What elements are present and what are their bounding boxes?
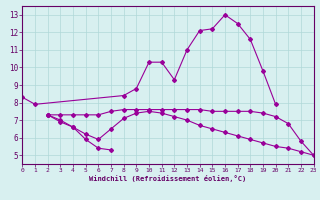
X-axis label: Windchill (Refroidissement éolien,°C): Windchill (Refroidissement éolien,°C) [89,175,247,182]
